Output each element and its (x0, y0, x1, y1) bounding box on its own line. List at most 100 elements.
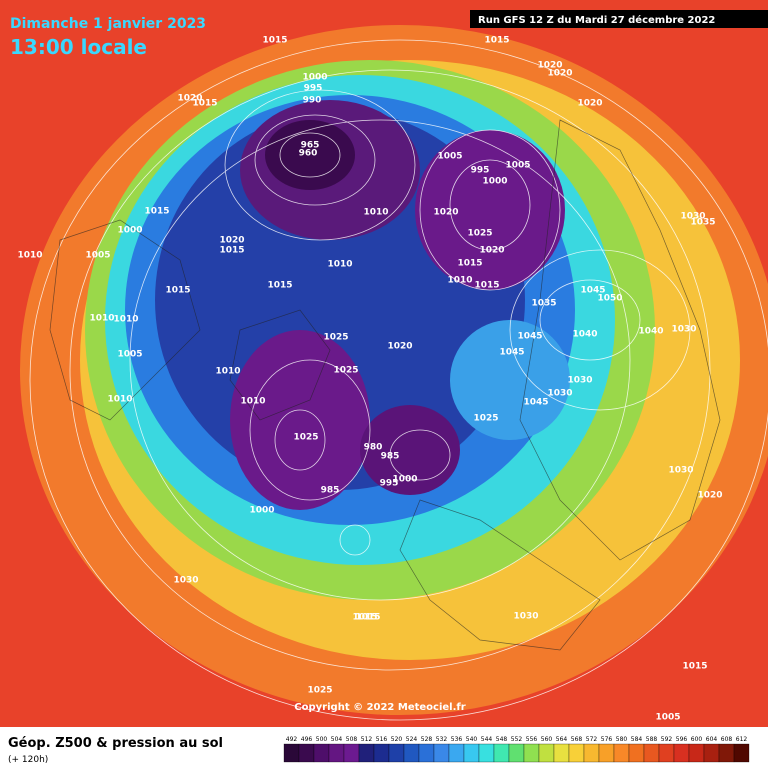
colorbar-swatch (448, 743, 465, 763)
colorbar-swatch (658, 743, 675, 763)
isobar-label: 980 (364, 443, 383, 453)
isobar-label: 1000 (117, 226, 142, 236)
colorbar-swatch (388, 743, 405, 763)
colorbar-swatch (283, 743, 300, 763)
isobar-label: 1040 (572, 330, 597, 340)
isobar-label: 1015 (165, 286, 190, 296)
colorbar-swatch (298, 743, 315, 763)
colorbar-tick-label: 600 (691, 736, 703, 743)
low-center (360, 405, 460, 495)
isobar-label: 1025 (323, 333, 348, 343)
colorbar-tick-label: 604 (706, 736, 718, 743)
colorbar-swatch (718, 743, 735, 763)
isobar-label: 1000 (392, 475, 417, 485)
isobar-label: 1045 (523, 398, 548, 408)
colorbar-swatch (478, 743, 495, 763)
isobar-label: 1020 (547, 69, 572, 79)
colorbar-tick-label: 584 (631, 736, 643, 743)
colorbar-swatch (733, 743, 750, 763)
colorbar-swatch (688, 743, 705, 763)
isobar-label: 1035 (531, 299, 556, 309)
colorbar: 492 496 500 504 508 512 516 520 524 528 532 536 540 5… (283, 736, 750, 763)
isobar-label: 1015 (484, 36, 509, 46)
colorbar-swatch (373, 743, 390, 763)
isobar-label: 1015 (144, 207, 169, 217)
isobar-label: 1010 (363, 208, 388, 218)
colorbar-swatch (493, 743, 510, 763)
isobar-label: 1015 (457, 259, 482, 269)
isobar-labels: 1015 1015 1010 1020 1015 1020 1020 1020 1000 995 9… (17, 36, 722, 723)
isobar-label: 1035 (690, 218, 715, 228)
colorbar-swatch (673, 743, 690, 763)
colorbar-swatch (598, 743, 615, 763)
isobar-label: 1040 (638, 327, 663, 337)
colorbar-swatch (583, 743, 600, 763)
isobar-label: 985 (381, 452, 400, 462)
colorbar-tick-label: 612 (736, 736, 748, 743)
colorbar-tick-label: 544 (481, 736, 493, 743)
isobar-label: 1030 (173, 576, 198, 586)
colorbar-swatch (433, 743, 450, 763)
isobar-label: 1015 (267, 281, 292, 291)
isobar-label: 1010 (89, 314, 114, 324)
isobar-label: 1015 (219, 246, 244, 256)
colorbar-swatch (643, 743, 660, 763)
colorbar-tick-label: 504 (331, 736, 343, 743)
colorbar-swatch (313, 743, 330, 763)
isobar-label: 1010 (240, 397, 265, 407)
colorbar-swatch (343, 743, 360, 763)
colorbar-swatch (568, 743, 585, 763)
colorbar-tick-label: 596 (676, 736, 688, 743)
isobar-label: 1005 (117, 350, 142, 360)
time-text: 13:00 locale (10, 35, 147, 59)
isobar-label: 1010 (107, 395, 132, 405)
colorbar-tick-label: 580 (616, 736, 628, 743)
colorbar-tick-label: 524 (406, 736, 418, 743)
footer-title: Géop. Z500 & pression au sol (8, 736, 223, 751)
run-text: Run GFS 12 Z du Mardi 27 décembre 2022 (478, 14, 715, 26)
isobar-label: 1010 (327, 260, 352, 270)
isobar-label: 1010 (447, 276, 472, 286)
colorbar-swatch (628, 743, 645, 763)
isobar-label: 1020 (577, 99, 602, 109)
colorbar-tick-label: 588 (646, 736, 658, 743)
colorbar-tick-label: 512 (361, 736, 373, 743)
footer-subtitle: (+ 120h) (8, 755, 48, 765)
copyright: Copyright © 2022 Meteociel.fr (294, 702, 465, 713)
isobar-label: 1015 (262, 36, 287, 46)
isobar-label: 1020 (387, 342, 412, 352)
colorbar-swatch (508, 743, 525, 763)
isobar-label: 1005 (655, 713, 680, 723)
isobar-label: 1025 (333, 366, 358, 376)
isobar-label: 960 (299, 149, 318, 159)
colorbar-tick-label: 520 (391, 736, 403, 743)
isobar-label: 1020 (177, 94, 202, 104)
colorbar-tick-label: 536 (451, 736, 463, 743)
isobar-label: 1045 (499, 348, 524, 358)
colorbar-tick-label: 492 (286, 736, 298, 743)
isobar-label: 965 (301, 141, 320, 151)
colorbar-tick-label: 516 (376, 736, 388, 743)
isobar-label: 1030 (547, 389, 572, 399)
isobar-label: 1010 (113, 315, 138, 325)
isobars (29, 39, 768, 721)
isobar-label: 1015 (352, 613, 377, 623)
colorbar-swatch (328, 743, 345, 763)
isobar-label: 1030 (680, 212, 705, 222)
colorbar-tick-label: 556 (526, 736, 538, 743)
isobar-label: 1030 (671, 325, 696, 335)
colorbar-tick-label: 564 (556, 736, 568, 743)
colorbar-tick-label: 592 (661, 736, 673, 743)
isobar-label: 995 (304, 84, 323, 94)
colorbar-tick-label: 576 (601, 736, 613, 743)
colorbar-swatch (703, 743, 720, 763)
isobar-label: 990 (303, 96, 322, 106)
isobar-label: 1045 (580, 286, 605, 296)
run-banner (470, 10, 768, 28)
colorbar-tick-label: 532 (436, 736, 448, 743)
date-text: Dimanche 1 janvier 2023 (10, 16, 206, 32)
isobar-label: 1000 (249, 506, 274, 516)
isobar-label: 1025 (467, 229, 492, 239)
colorbar-tick-label: 552 (511, 736, 523, 743)
